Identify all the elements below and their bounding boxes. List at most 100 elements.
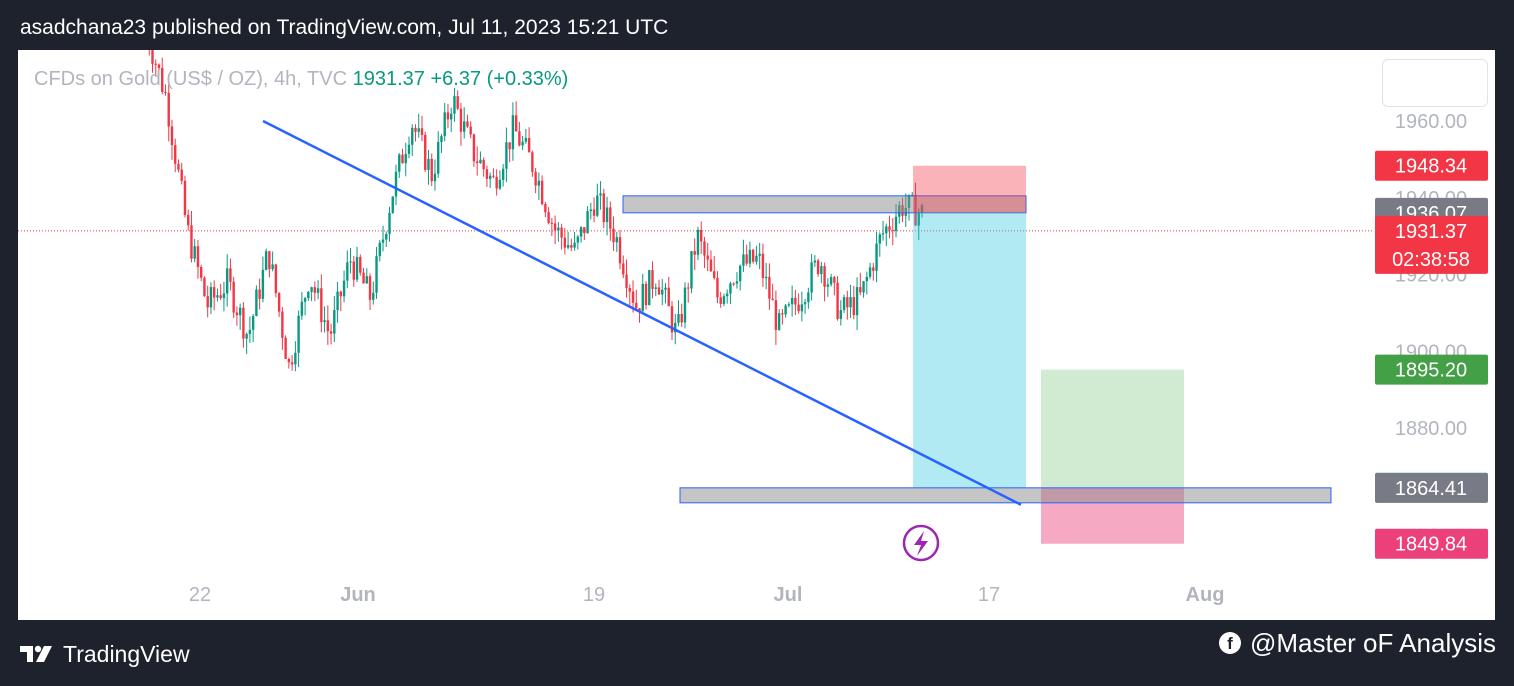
candle-body (271, 264, 274, 270)
candle-body (264, 251, 268, 270)
candle-body (164, 91, 167, 93)
facebook-icon: f (1218, 632, 1241, 654)
candle-body (424, 134, 427, 170)
candle-body (248, 329, 252, 334)
candle-body (190, 225, 193, 259)
candle-body (553, 223, 557, 231)
candle-body (709, 259, 713, 272)
candle-body (245, 333, 248, 339)
y-tick-label: 1960.00 (1395, 111, 1467, 133)
candle-body (550, 222, 554, 224)
candle-body (583, 227, 586, 234)
candle-body (651, 270, 654, 289)
x-tick-label: Jun (340, 584, 376, 606)
candle-body (790, 297, 794, 305)
candle-body (385, 233, 388, 240)
candle-body (544, 204, 547, 213)
candle-body (219, 295, 222, 299)
price-label: 1849.84 (1395, 534, 1467, 556)
candle-body (589, 209, 593, 212)
candle-body (235, 312, 239, 316)
candle-body (524, 138, 528, 142)
candle-body (706, 255, 709, 260)
candle-body (839, 310, 843, 319)
candle-body (222, 293, 226, 299)
candle-body (488, 175, 492, 179)
countdown-label: 02:38:58 (1392, 249, 1470, 271)
candle-body (485, 169, 489, 179)
candle-body (612, 228, 615, 243)
candle-body (157, 64, 161, 68)
chart-corner-box (1382, 59, 1488, 107)
candle-body (677, 314, 680, 323)
candle-body (797, 304, 800, 312)
candle-body (748, 249, 752, 264)
candle-body (599, 193, 602, 196)
candle-body (596, 195, 599, 216)
candle-body (446, 112, 450, 120)
candle-body (745, 254, 748, 264)
candle-body (531, 152, 534, 172)
candle-body (346, 262, 349, 281)
candle-body (287, 358, 291, 363)
candle-body (469, 126, 472, 135)
support-zone (679, 487, 1332, 504)
candle-body (810, 262, 813, 293)
candle-body (859, 287, 862, 293)
candle-body (342, 280, 346, 297)
symbol-price: 1931.37 (352, 68, 425, 90)
candle-body (602, 193, 606, 223)
candle-body (362, 272, 365, 284)
candle-body (878, 234, 881, 244)
candle-body (216, 295, 219, 298)
candle-body (355, 256, 359, 280)
candle-body (836, 282, 839, 319)
candle-body (225, 268, 229, 294)
candle-body (359, 256, 362, 273)
candle-body (816, 260, 820, 275)
price-label-bg (1375, 354, 1488, 385)
candle-body (738, 265, 742, 282)
candle-body (566, 245, 570, 248)
candle-body (615, 237, 618, 243)
candle-body (501, 168, 505, 180)
candle-body (680, 314, 683, 323)
candle-body (514, 115, 518, 132)
candle-body (199, 267, 203, 278)
candle-body (433, 173, 437, 182)
candle-body (154, 63, 157, 65)
lightning-bolt-glyph (914, 531, 928, 556)
candle-body (518, 131, 521, 146)
candle-body (427, 158, 430, 170)
candle-body (667, 287, 670, 307)
candle-body (862, 281, 865, 293)
candle-body (255, 289, 258, 317)
candle-body (823, 266, 826, 287)
chart-area[interactable]: 1960.001940.001920.001900.001880.0022Jun… (18, 50, 1495, 620)
candle-body (180, 169, 183, 181)
symbol-legend: CFDs on Gold (US$ / OZ), 4h, TVC 1931.37… (34, 68, 568, 91)
candle-body (622, 263, 625, 275)
price-label-bg (1375, 150, 1488, 181)
candle-body (885, 226, 888, 234)
candle-body (300, 301, 304, 316)
candle-body (784, 305, 787, 315)
candle-body (407, 144, 411, 154)
candle-body (274, 264, 278, 294)
candle-body (505, 142, 508, 169)
candle-body (777, 313, 781, 330)
candle-body (316, 288, 320, 293)
candle-body (631, 291, 635, 303)
candle-body (508, 142, 511, 150)
candle-body (700, 229, 703, 242)
candle-body (320, 288, 323, 323)
candle-body (855, 287, 859, 316)
candle-body (511, 115, 515, 150)
candle-body (183, 180, 187, 215)
price-chart[interactable]: 1960.001940.001920.001900.001880.0022Jun… (18, 50, 1495, 620)
candle-body (894, 216, 898, 231)
candle-body (258, 289, 261, 299)
candle-body (281, 311, 284, 338)
candle-body (641, 283, 644, 312)
tradingview-brand[interactable]: TradingView (20, 640, 190, 668)
